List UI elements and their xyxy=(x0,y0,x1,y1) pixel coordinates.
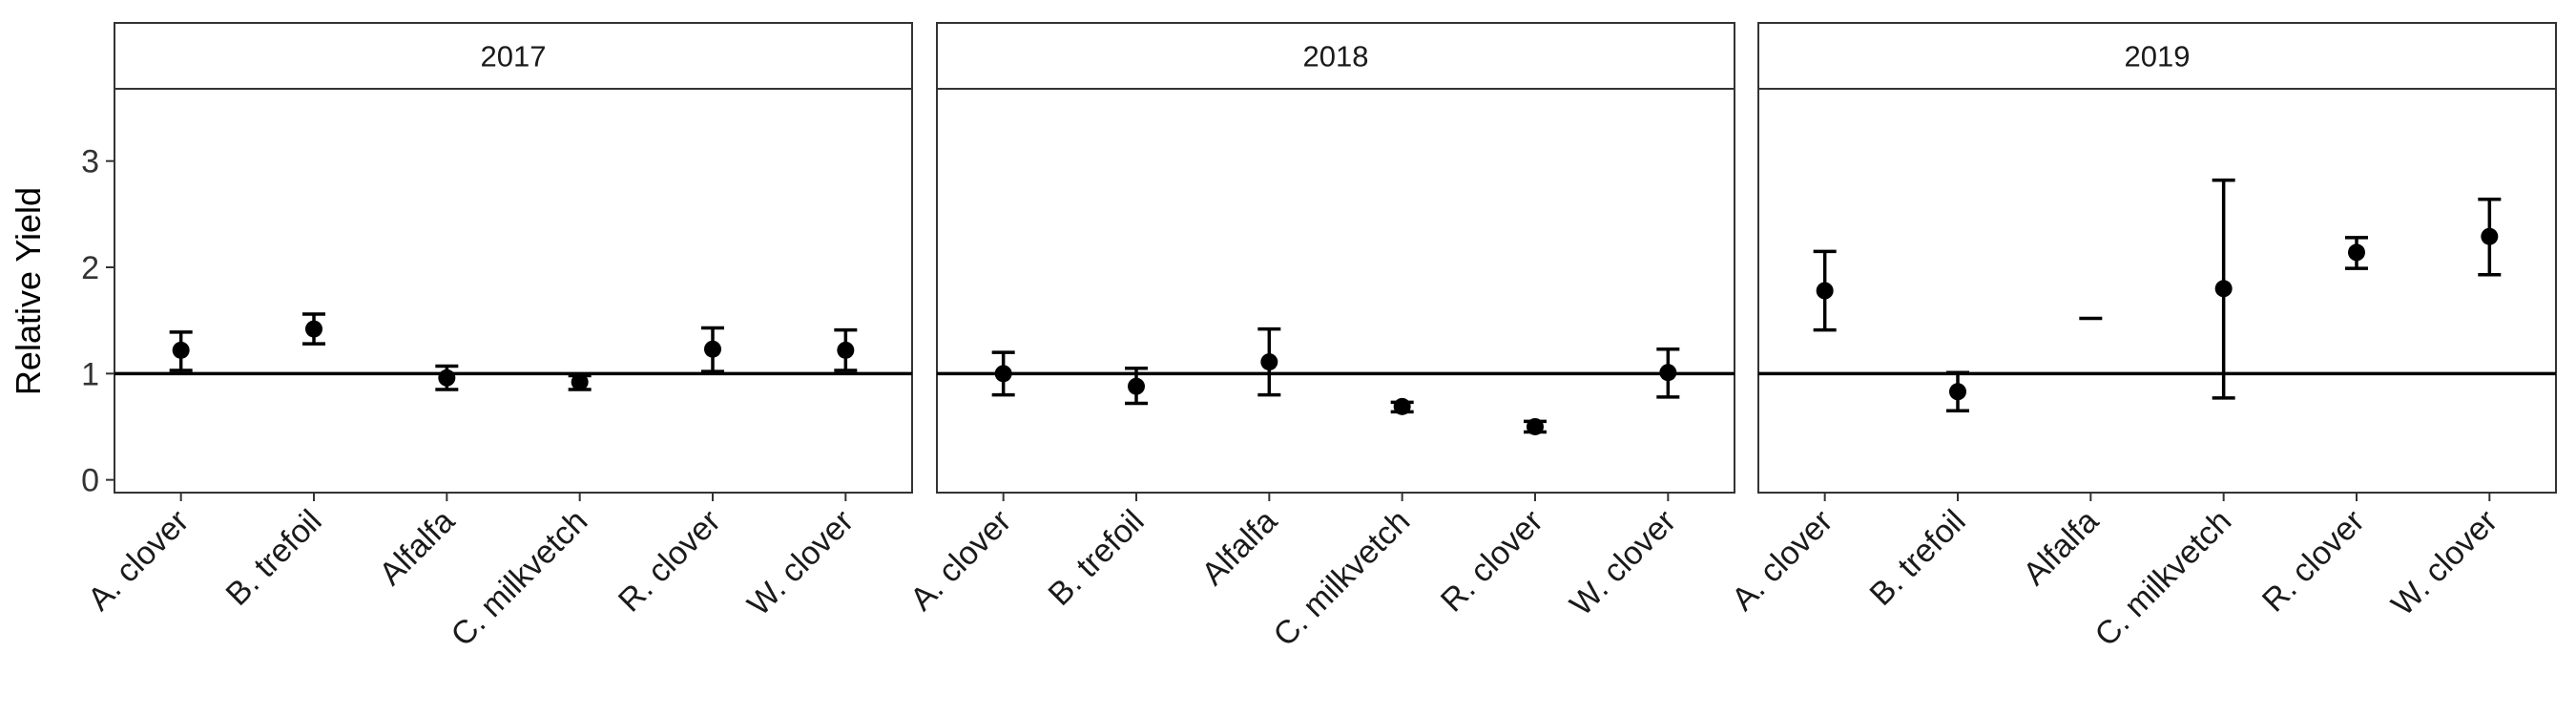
x-tick-label-r-clover: R. clover xyxy=(612,503,728,620)
panel-background xyxy=(1757,88,2557,494)
x-tick-label-alfalfa: Alfalfa xyxy=(1195,503,1284,593)
x-tick-label-r-clover: R. clover xyxy=(2255,503,2372,620)
data-point-a-clover xyxy=(172,341,190,359)
facet-strip-label: 2018 xyxy=(1303,40,1369,74)
data-point-r-clover xyxy=(704,340,721,358)
x-tick-label-c-milkvetch: C. milkvetch xyxy=(445,503,595,654)
data-point-a-clover xyxy=(1816,282,1834,300)
data-point-w-clover xyxy=(1659,364,1677,382)
y-tick-label: 1 xyxy=(81,356,99,392)
panel-background xyxy=(936,88,1735,494)
data-point-c-milkvetch xyxy=(571,373,589,391)
facet-strip xyxy=(1757,22,2557,90)
data-point-b-trefoil xyxy=(1949,383,1966,401)
x-tick-label-c-milkvetch: C. milkvetch xyxy=(2088,503,2239,654)
y-axis-title: Relative Yield xyxy=(9,187,48,395)
x-tick-label-w-clover: W. clover xyxy=(2384,503,2504,623)
y-tick-label: 0 xyxy=(81,463,99,499)
data-point-alfalfa xyxy=(438,369,456,387)
x-tick-label-b-trefoil: B. trefoil xyxy=(219,503,329,613)
data-point-r-clover xyxy=(2348,243,2365,262)
data-point-r-clover xyxy=(1527,417,1544,435)
facet-strip xyxy=(114,22,913,90)
x-tick-label-b-trefoil: B. trefoil xyxy=(1863,503,1973,613)
facet-strip-label: 2017 xyxy=(481,40,547,74)
x-tick-label-a-clover: A. clover xyxy=(1725,503,1839,618)
x-tick-label-c-milkvetch: C. milkvetch xyxy=(1267,503,1418,654)
data-point-a-clover xyxy=(994,365,1012,383)
facet-strip-label: 2019 xyxy=(2125,40,2191,74)
facet-strip xyxy=(936,22,1735,90)
data-point-b-trefoil xyxy=(1128,377,1145,395)
x-tick-label-w-clover: W. clover xyxy=(1563,503,1683,623)
data-point-w-clover xyxy=(837,341,855,359)
data-point-c-milkvetch xyxy=(1393,397,1411,415)
x-tick-label-alfalfa: Alfalfa xyxy=(372,503,462,593)
data-point-alfalfa xyxy=(1260,353,1278,371)
panel-background xyxy=(114,88,913,494)
x-tick-label-w-clover: W. clover xyxy=(740,503,861,623)
x-tick-label-b-trefoil: B. trefoil xyxy=(1042,503,1152,613)
y-tick-label: 3 xyxy=(81,144,99,180)
x-tick-label-alfalfa: Alfalfa xyxy=(2016,503,2106,593)
x-tick-label-a-clover: A. clover xyxy=(81,503,196,618)
y-tick-label: 2 xyxy=(81,250,99,286)
data-point-b-trefoil xyxy=(305,320,322,338)
x-tick-label-r-clover: R. clover xyxy=(1434,503,1550,620)
data-point-w-clover xyxy=(2481,227,2499,245)
x-tick-label-a-clover: A. clover xyxy=(904,503,1018,618)
data-point-c-milkvetch xyxy=(2214,280,2233,298)
